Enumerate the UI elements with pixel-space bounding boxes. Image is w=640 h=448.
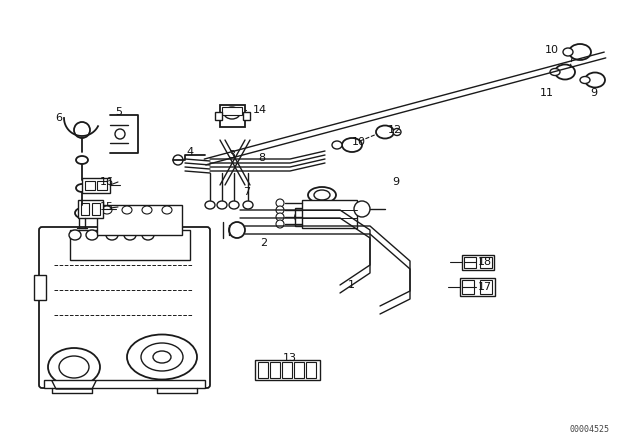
Ellipse shape: [217, 201, 227, 209]
Ellipse shape: [76, 156, 88, 164]
Ellipse shape: [243, 201, 253, 209]
Ellipse shape: [393, 129, 401, 135]
Text: 15: 15: [100, 202, 114, 212]
Bar: [222, 107, 242, 115]
Bar: [82, 178, 110, 193]
Ellipse shape: [76, 184, 88, 192]
Text: 4: 4: [186, 147, 193, 157]
Ellipse shape: [585, 73, 605, 87]
Text: 12: 12: [388, 125, 402, 135]
Ellipse shape: [550, 69, 560, 76]
Ellipse shape: [124, 230, 136, 240]
Bar: [460, 278, 495, 296]
Circle shape: [229, 222, 245, 238]
Text: 9: 9: [392, 177, 399, 187]
Bar: [78, 200, 103, 218]
Circle shape: [276, 206, 284, 214]
Bar: [464, 257, 476, 268]
Ellipse shape: [122, 206, 132, 214]
Circle shape: [115, 129, 125, 139]
Ellipse shape: [563, 48, 573, 56]
Bar: [462, 255, 494, 270]
Bar: [302, 200, 357, 228]
Ellipse shape: [555, 65, 575, 79]
Text: 10: 10: [545, 45, 559, 55]
Bar: [220, 105, 245, 127]
Ellipse shape: [162, 206, 172, 214]
Ellipse shape: [301, 211, 319, 223]
Ellipse shape: [142, 206, 152, 214]
Ellipse shape: [59, 356, 89, 378]
Circle shape: [276, 213, 284, 221]
Bar: [462, 280, 474, 294]
Text: 5: 5: [115, 107, 122, 117]
Circle shape: [74, 122, 90, 138]
Text: 10: 10: [352, 137, 366, 147]
Ellipse shape: [314, 190, 330, 200]
Bar: [97, 205, 182, 235]
Text: 18: 18: [478, 257, 492, 267]
Bar: [70, 230, 190, 260]
Ellipse shape: [153, 351, 171, 363]
Text: 00004525: 00004525: [570, 426, 610, 435]
Bar: [243, 112, 250, 120]
Bar: [306, 362, 316, 378]
Ellipse shape: [102, 206, 112, 214]
Ellipse shape: [229, 201, 239, 209]
Bar: [85, 181, 95, 190]
Ellipse shape: [106, 230, 118, 240]
Bar: [480, 257, 492, 268]
Bar: [295, 208, 325, 226]
Text: 11: 11: [540, 88, 554, 98]
Ellipse shape: [308, 187, 336, 203]
Text: 1: 1: [348, 280, 355, 290]
Ellipse shape: [376, 125, 394, 138]
Circle shape: [173, 155, 183, 165]
Bar: [258, 362, 268, 378]
Text: 8: 8: [258, 153, 265, 163]
Circle shape: [276, 199, 284, 207]
Bar: [92, 203, 100, 215]
Ellipse shape: [141, 343, 183, 371]
Ellipse shape: [342, 138, 362, 152]
Text: 2: 2: [260, 238, 267, 248]
Bar: [81, 203, 89, 215]
Bar: [282, 362, 292, 378]
Text: 6: 6: [55, 113, 62, 123]
Circle shape: [354, 201, 370, 217]
Ellipse shape: [127, 335, 197, 379]
Text: 3: 3: [228, 150, 235, 160]
Ellipse shape: [224, 107, 240, 119]
Bar: [480, 280, 492, 294]
Ellipse shape: [48, 348, 100, 386]
Circle shape: [276, 220, 284, 228]
Bar: [255, 360, 320, 380]
Text: 17: 17: [478, 282, 492, 292]
Bar: [44, 380, 205, 388]
Bar: [34, 275, 46, 300]
Bar: [97, 181, 107, 190]
Bar: [215, 112, 222, 120]
Ellipse shape: [69, 230, 81, 240]
Text: 13: 13: [283, 353, 297, 363]
Ellipse shape: [332, 141, 342, 149]
Ellipse shape: [580, 77, 590, 83]
Ellipse shape: [569, 44, 591, 60]
Ellipse shape: [86, 230, 98, 240]
Text: 9: 9: [590, 88, 597, 98]
Text: 14: 14: [253, 105, 267, 115]
Text: 7: 7: [243, 187, 250, 197]
Bar: [270, 362, 280, 378]
Ellipse shape: [142, 230, 154, 240]
FancyBboxPatch shape: [39, 227, 210, 388]
Text: 16: 16: [100, 177, 114, 187]
Ellipse shape: [205, 201, 215, 209]
Ellipse shape: [295, 208, 325, 226]
Bar: [294, 362, 304, 378]
Ellipse shape: [75, 208, 89, 218]
